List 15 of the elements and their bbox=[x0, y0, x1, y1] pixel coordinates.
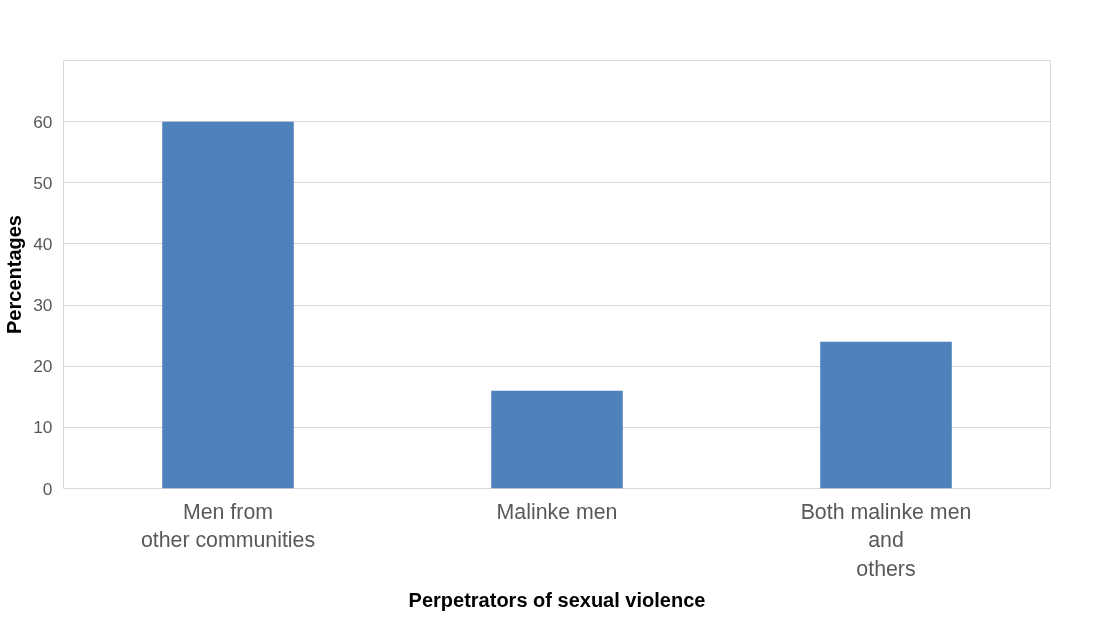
x-tick-label: Malinke men bbox=[496, 499, 618, 524]
x-axis-title: Perpetrators of sexual violence bbox=[408, 589, 706, 612]
y-tick-label: 30 bbox=[33, 295, 53, 316]
y-tick-label: 20 bbox=[33, 356, 53, 377]
y-tick-label: 10 bbox=[33, 417, 53, 438]
bar bbox=[820, 341, 952, 489]
bar bbox=[491, 390, 623, 489]
y-tick-label: 60 bbox=[33, 111, 53, 132]
y-tick-label: 0 bbox=[42, 478, 53, 499]
y-tick-label: 50 bbox=[33, 172, 53, 193]
x-tick-label: Men from other communities bbox=[140, 499, 316, 553]
y-axis-title: Percentages bbox=[3, 215, 26, 334]
bar bbox=[162, 121, 294, 489]
x-tick-label: Both malinke men and others bbox=[800, 499, 972, 582]
y-tick-label: 40 bbox=[33, 233, 53, 254]
